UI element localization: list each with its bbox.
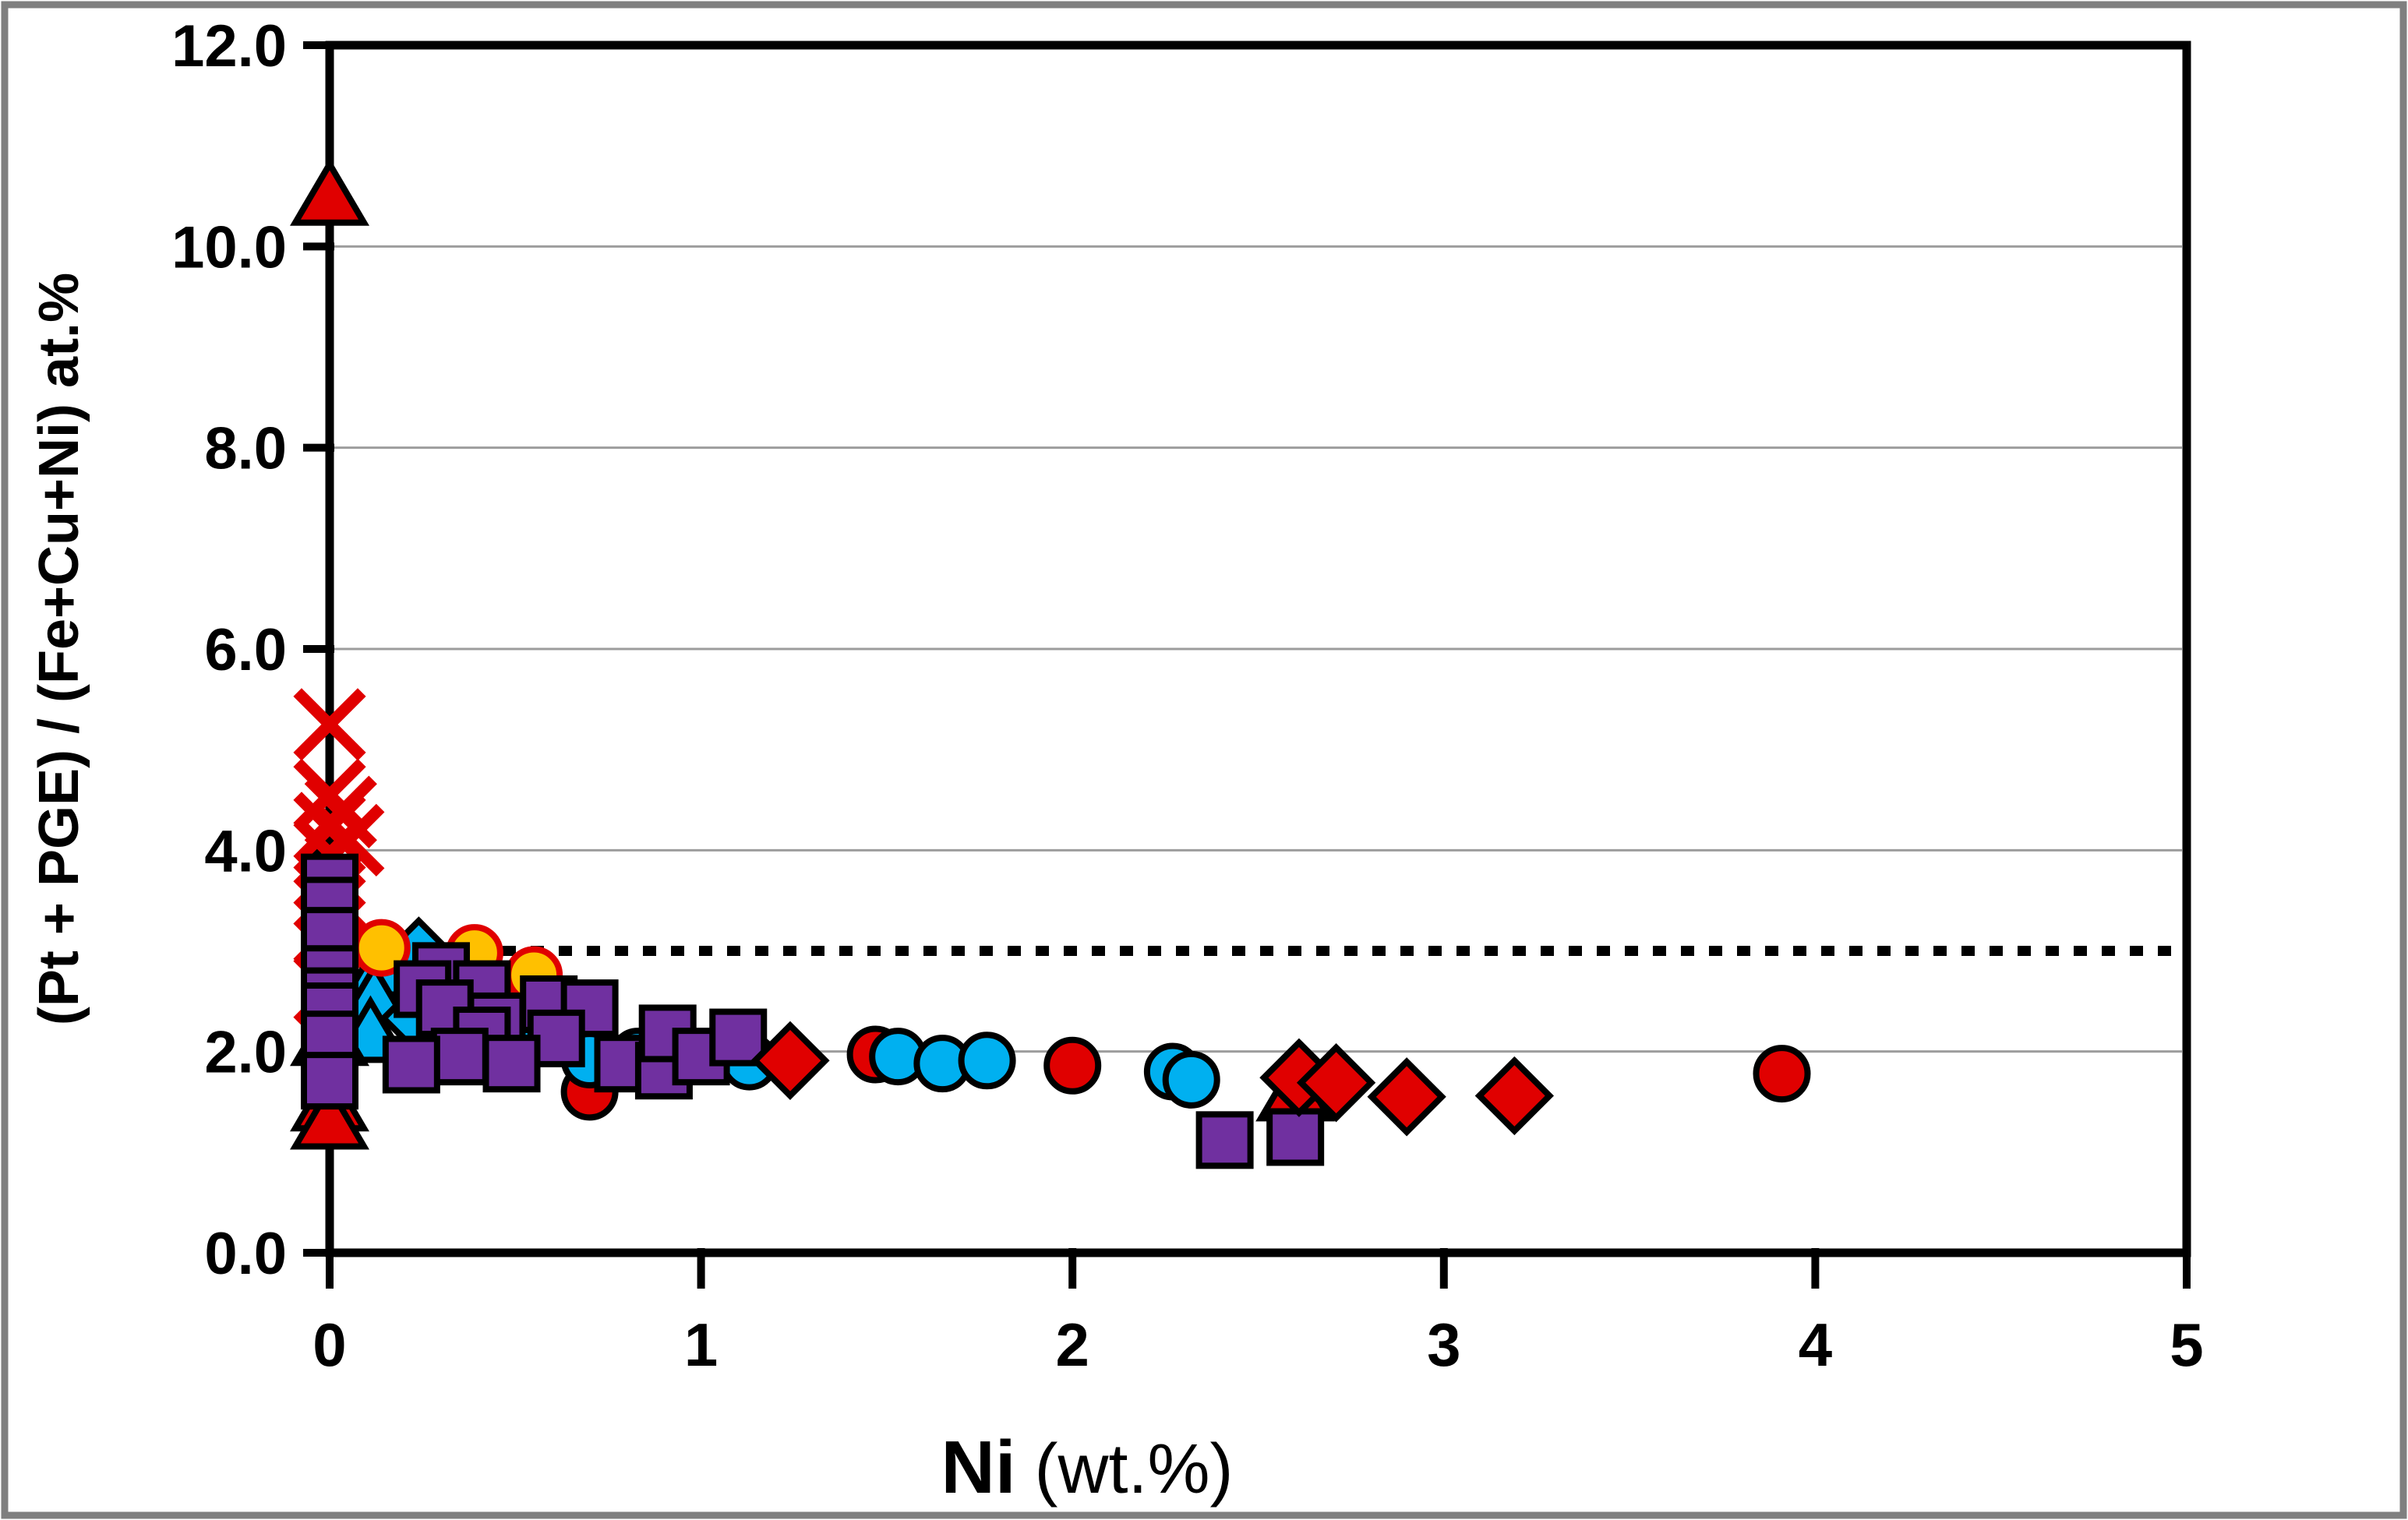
y-tick-label: 10.0 <box>171 214 287 280</box>
data-point <box>958 1032 1016 1090</box>
data-point <box>1162 1050 1220 1109</box>
y-tick-label: 0.0 <box>204 1221 287 1287</box>
x-axis-title-units: (wt.%) <box>1035 1430 1234 1508</box>
y-tick-label: 6.0 <box>204 617 287 683</box>
data-point <box>290 1081 369 1150</box>
data-point <box>430 1028 489 1086</box>
data-point <box>1474 1056 1555 1136</box>
series-red-diamond <box>750 1021 1555 1137</box>
y-axis-title: (Pt + PGE) / (Fe+Cu+Ni) at.% <box>28 273 90 1025</box>
y-tick-label: 4.0 <box>204 818 287 884</box>
x-axis-title-element: Ni <box>941 1426 1016 1509</box>
gridlines <box>334 245 2182 1053</box>
x-tick-label: 0 <box>312 1310 346 1379</box>
y-tick-label: 8.0 <box>204 416 287 482</box>
data-points <box>290 157 1811 1169</box>
y-tick-label: 12.0 <box>171 13 287 79</box>
y-tick-label: 2.0 <box>204 1020 287 1086</box>
x-tick-label: 5 <box>2170 1310 2203 1379</box>
x-axis-title: Ni (wt.%) <box>941 1426 1234 1509</box>
data-point <box>290 157 369 226</box>
x-tick-label: 2 <box>1056 1310 1089 1379</box>
axis-ticks <box>303 41 2191 1289</box>
data-point <box>293 688 366 761</box>
data-point <box>750 1021 830 1100</box>
data-point <box>1195 1111 1254 1169</box>
x-tick-label: 3 <box>1427 1310 1460 1379</box>
data-point <box>1296 1043 1376 1123</box>
data-point <box>1043 1036 1102 1095</box>
tick-labels: 0.0 2.0 4.0 6.0 8.0 10.0 12.0 0 1 2 3 4 5 <box>171 13 2204 1379</box>
data-point <box>1266 1108 1325 1166</box>
series-purple-square <box>301 853 1325 1169</box>
data-point <box>1367 1057 1446 1137</box>
data-point <box>301 1052 358 1110</box>
x-tick-label: 1 <box>684 1310 718 1379</box>
x-tick-label: 4 <box>1799 1310 1832 1379</box>
data-point <box>482 1035 541 1093</box>
data-point <box>382 1035 440 1094</box>
data-point <box>1753 1045 1811 1103</box>
data-point <box>709 1008 768 1067</box>
